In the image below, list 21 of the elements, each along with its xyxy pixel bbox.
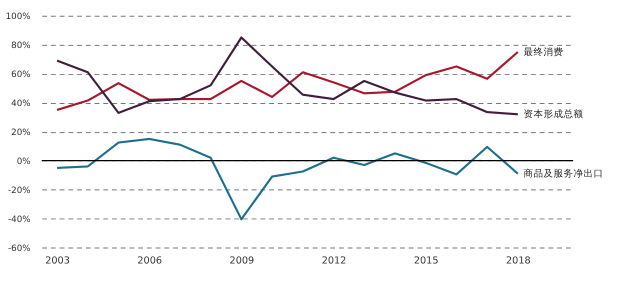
line-series [56, 50, 519, 112]
y-tick-label: -20% [8, 186, 31, 196]
x-tick-label: 2003 [45, 256, 70, 267]
x-tick-label: 2009 [230, 256, 254, 267]
series-label: 商品及服务净出口 [524, 168, 604, 180]
y-tick-label: 80% [11, 41, 31, 52]
y-tick-label: 0% [16, 157, 31, 168]
series-label: 最终消费 [524, 46, 564, 58]
y-tick-label: -60% [8, 244, 31, 254]
x-tick-label: 2015 [414, 256, 439, 267]
x-tick-label: 2012 [322, 256, 346, 267]
y-tick-label: -40% [8, 214, 31, 225]
x-tick-label: 2018 [506, 256, 531, 267]
series-label: 资本形成总额 [524, 108, 584, 120]
y-tick-label: 100% [6, 12, 31, 22]
y-tick-label: 40% [11, 99, 31, 110]
y-tick-label: 60% [11, 70, 31, 80]
line-series [56, 36, 519, 116]
line-series [56, 138, 519, 220]
x-tick-label: 2006 [137, 256, 162, 267]
y-tick-label: 20% [11, 128, 31, 138]
